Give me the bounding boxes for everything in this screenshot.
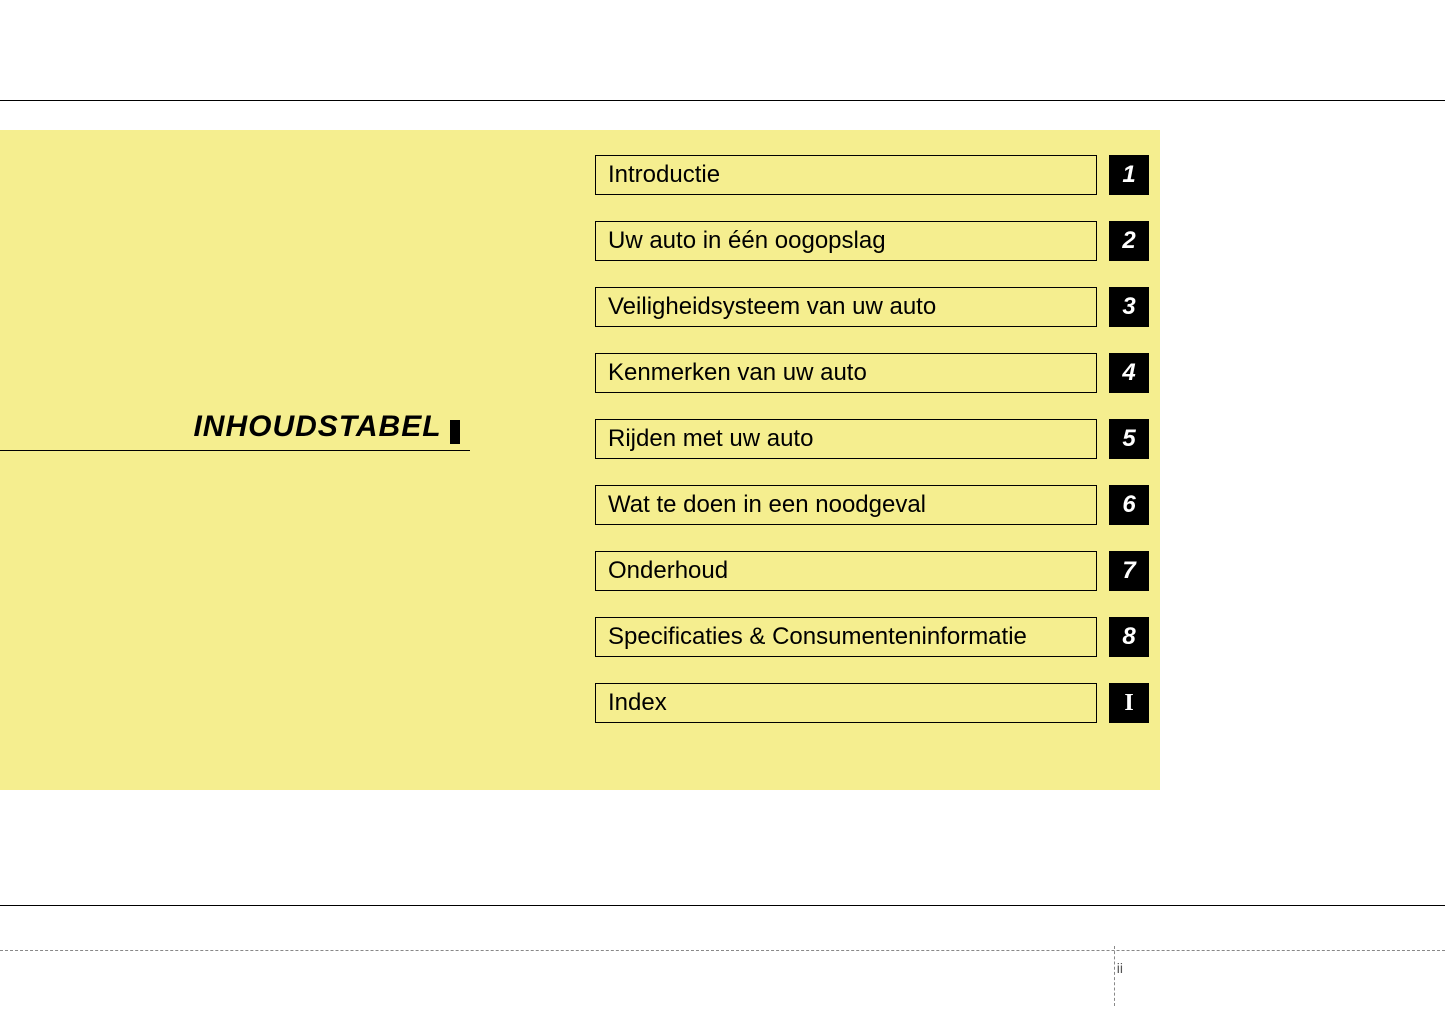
toc-number-label: 1 bbox=[1122, 161, 1135, 189]
toc-number-label: 3 bbox=[1122, 293, 1135, 321]
dashed-vertical bbox=[1114, 946, 1115, 1006]
toc-number-3: 3 bbox=[1109, 287, 1149, 327]
toc-number-label: 2 bbox=[1122, 227, 1135, 255]
toc-item-index: Index bbox=[595, 683, 1097, 723]
toc-item-3: Veiligheidsysteem van uw auto bbox=[595, 287, 1097, 327]
toc-row: Wat te doen in een noodgeval 6 bbox=[595, 485, 1149, 525]
toc-row: Introductie 1 bbox=[595, 155, 1149, 195]
toc-item-label: Onderhoud bbox=[608, 557, 728, 585]
toc-number-label: 5 bbox=[1122, 425, 1135, 453]
toc-number-8: 8 bbox=[1109, 617, 1149, 657]
toc-row: Kenmerken van uw auto 4 bbox=[595, 353, 1149, 393]
toc-number-2: 2 bbox=[1109, 221, 1149, 261]
toc-row: Rijden met uw auto 5 bbox=[595, 419, 1149, 459]
toc-item-label: Veiligheidsysteem van uw auto bbox=[608, 293, 936, 321]
toc-number-label: 7 bbox=[1122, 557, 1135, 585]
toc-number-5: 5 bbox=[1109, 419, 1149, 459]
toc-number-1: 1 bbox=[1109, 155, 1149, 195]
toc-item-label: Rijden met uw auto bbox=[608, 425, 813, 453]
toc-row: Specificaties & Consumenteninformatie 8 bbox=[595, 617, 1149, 657]
toc-row: Uw auto in één oogopslag 2 bbox=[595, 221, 1149, 261]
toc-number-index: I bbox=[1109, 683, 1149, 723]
dashed-line bbox=[0, 950, 1445, 951]
title-underline bbox=[0, 450, 470, 451]
toc-item-label: Kenmerken van uw auto bbox=[608, 359, 867, 387]
title-marker bbox=[450, 420, 460, 444]
toc-item-1: Introductie bbox=[595, 155, 1097, 195]
page-number: ii bbox=[1117, 960, 1123, 976]
toc-item-label: Uw auto in één oogopslag bbox=[608, 227, 886, 255]
page-border-top bbox=[0, 100, 1445, 101]
toc-item-label: Introductie bbox=[608, 161, 720, 189]
toc-row: Veiligheidsysteem van uw auto 3 bbox=[595, 287, 1149, 327]
page-title: INHOUDSTABEL bbox=[193, 410, 441, 443]
toc-container: Introductie 1 Uw auto in één oogopslag 2… bbox=[595, 155, 1149, 749]
toc-item-6: Wat te doen in een noodgeval bbox=[595, 485, 1097, 525]
toc-item-4: Kenmerken van uw auto bbox=[595, 353, 1097, 393]
title-container: INHOUDSTABEL bbox=[0, 410, 470, 444]
toc-number-7: 7 bbox=[1109, 551, 1149, 591]
toc-item-label: Specificaties & Consumenteninformatie bbox=[608, 623, 1027, 651]
toc-row: Index I bbox=[595, 683, 1149, 723]
toc-item-2: Uw auto in één oogopslag bbox=[595, 221, 1097, 261]
toc-number-label: 8 bbox=[1122, 623, 1135, 651]
toc-number-label: 4 bbox=[1122, 359, 1135, 387]
toc-item-label: Index bbox=[608, 689, 667, 717]
toc-item-8: Specificaties & Consumenteninformatie bbox=[595, 617, 1097, 657]
toc-number-6: 6 bbox=[1109, 485, 1149, 525]
toc-item-7: Onderhoud bbox=[595, 551, 1097, 591]
toc-number-label: I bbox=[1124, 690, 1133, 717]
toc-number-4: 4 bbox=[1109, 353, 1149, 393]
toc-row: Onderhoud 7 bbox=[595, 551, 1149, 591]
page-border-bottom bbox=[0, 905, 1445, 906]
toc-item-5: Rijden met uw auto bbox=[595, 419, 1097, 459]
toc-item-label: Wat te doen in een noodgeval bbox=[608, 491, 926, 519]
toc-number-label: 6 bbox=[1122, 491, 1135, 519]
